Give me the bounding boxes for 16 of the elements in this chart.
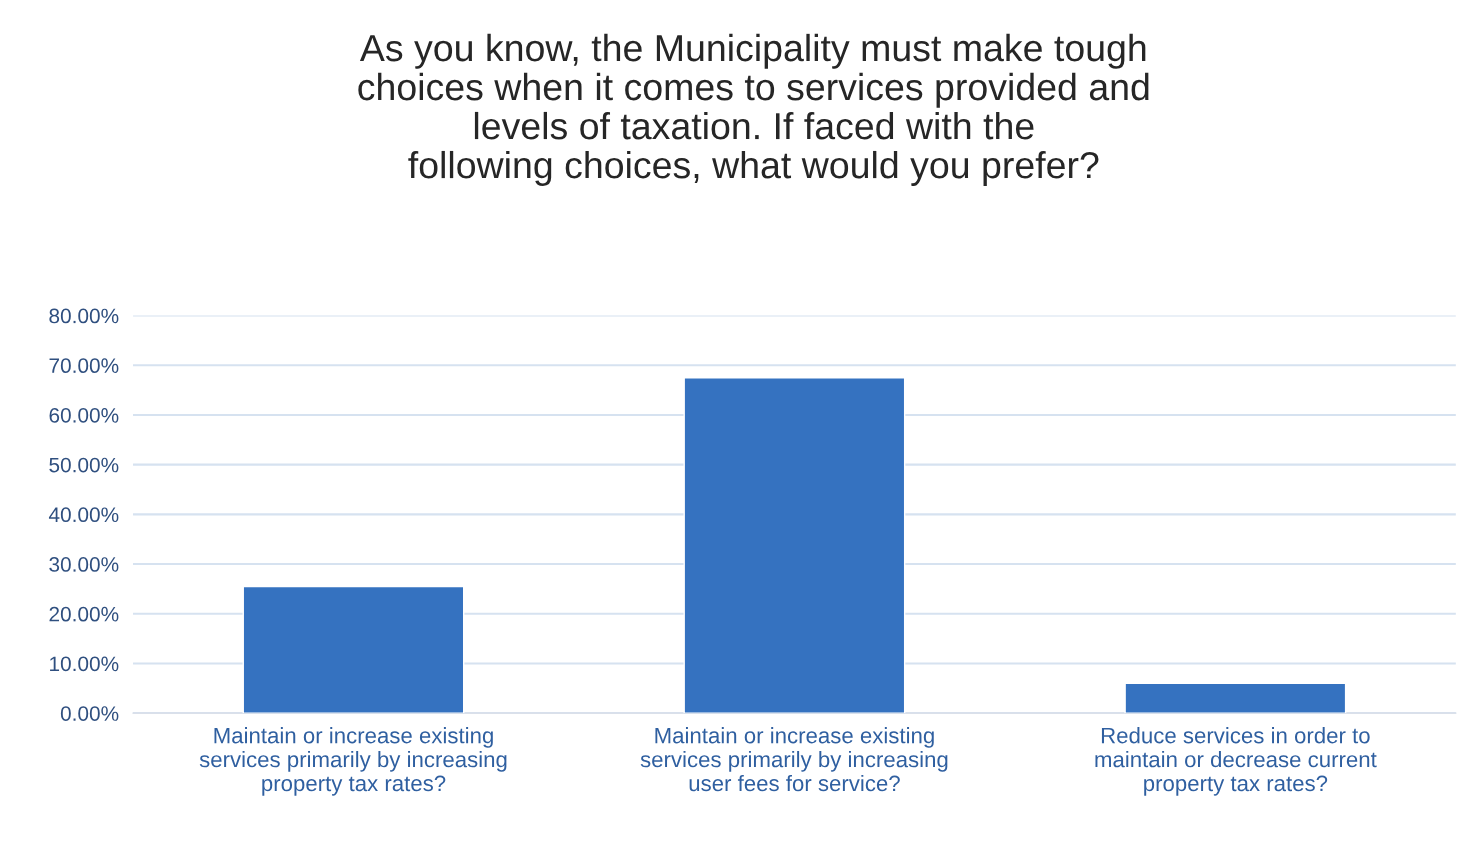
- y-tick-label: 10.00%: [50, 656, 119, 672]
- bar: [1124, 682, 1347, 714]
- chart-title: As you know, the Municipality must make tough choices when it comes to services provided and levels of taxation. If faced with the following choices, what would you prefer?: [358, 33, 1149, 186]
- bar: [683, 376, 906, 714]
- y-tick-label: 30.00%: [49, 557, 119, 572]
- y-tick-label: 60.00%: [49, 407, 119, 423]
- x-tick-label: Maintain or increase existing services primarily by increasing user fees for service?: [640, 727, 948, 792]
- y-tick-label: 80.00%: [49, 308, 119, 324]
- y-tick-label: 40.00%: [48, 507, 119, 523]
- x-tick-label: Reduce services in order to maintain or decrease current property tax rates?: [1095, 727, 1377, 796]
- y-tick-label: 70.00%: [49, 358, 119, 374]
- y-tick-label: 0.00%: [60, 706, 119, 721]
- bar: [242, 585, 465, 714]
- y-tick-label: 20.00%: [49, 606, 119, 622]
- y-tick-label: 50.00%: [49, 457, 119, 473]
- x-tick-label: Maintain or increase existing services primarily by increasing property tax rates?: [199, 727, 507, 796]
